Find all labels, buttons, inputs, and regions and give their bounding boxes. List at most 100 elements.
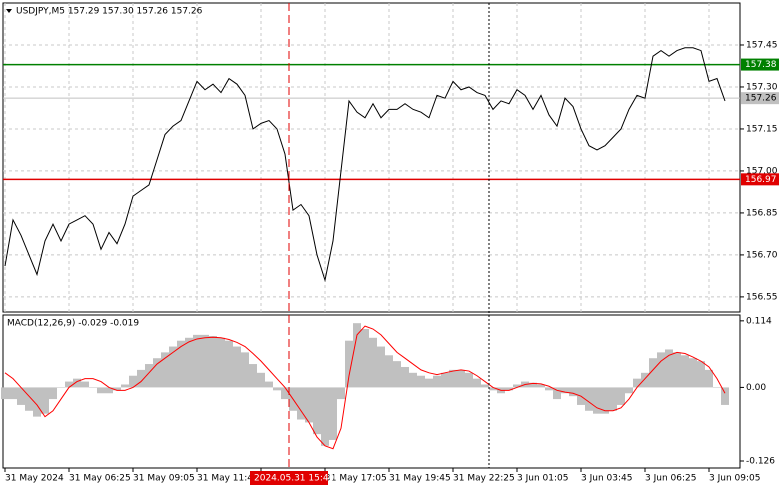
- macd-bar: [609, 387, 617, 411]
- macd-bar: [657, 352, 665, 388]
- macd-bar: [513, 384, 521, 388]
- y-tick-label: 157.45: [746, 40, 778, 50]
- macd-bar: [9, 387, 17, 400]
- chart-title: USDJPY,M5 157.29 157.30 157.26 157.26: [16, 7, 203, 17]
- macd-bar: [129, 375, 137, 388]
- cursor-label: 2024.05.31 15:40: [254, 474, 335, 484]
- x-tick-label: 3 Jun 03:45: [581, 474, 632, 484]
- macd-bar: [713, 387, 721, 388]
- macd-bar: [561, 387, 569, 394]
- macd-bar: [97, 387, 105, 394]
- macd-bar: [601, 387, 609, 414]
- price-panel: [2, 2, 741, 313]
- macd-bar: [529, 382, 537, 388]
- x-tick-label: 3 Jun 01:05: [517, 474, 568, 484]
- signal-line: [4, 325, 726, 450]
- macd-bar: [465, 372, 473, 388]
- level-label-bg: [741, 92, 779, 105]
- macd-bar: [137, 369, 145, 388]
- macd-bar: [321, 387, 329, 446]
- macd-bar: [409, 372, 417, 388]
- x-tick-label: 31 May 17:05: [325, 474, 387, 484]
- cursor-label-bg: [250, 471, 328, 485]
- macd-bar: [345, 340, 353, 388]
- macd-bar: [353, 323, 361, 388]
- x-tick-label: 3 Jun 09:05: [709, 474, 760, 484]
- price-line: [4, 47, 726, 283]
- indicator-title: MACD(12,26,9) -0.029 -0.019: [7, 319, 139, 329]
- macd-bar: [721, 387, 729, 405]
- macd-bar: [481, 384, 489, 388]
- macd-bar: [361, 329, 369, 388]
- macd-bar: [433, 375, 441, 388]
- macd-bar: [489, 387, 497, 391]
- macd-bar: [257, 372, 265, 388]
- macd-bar: [169, 346, 177, 388]
- y-tick-label: 157.00: [746, 166, 778, 176]
- macd-bar: [689, 358, 697, 388]
- macd-bar: [545, 387, 553, 391]
- macd-bar: [177, 340, 185, 388]
- macd-bar: [241, 352, 249, 388]
- macd-bar: [377, 346, 385, 388]
- macd-bar: [225, 340, 233, 388]
- macd-bar: [209, 336, 217, 388]
- macd-bar: [681, 355, 689, 388]
- macd-bar: [281, 387, 289, 400]
- macd-bar: [673, 352, 681, 388]
- y-tick-label: 157.15: [746, 124, 778, 134]
- macd-bar: [505, 387, 513, 391]
- macd-bar: [417, 375, 425, 388]
- level-label: 157.38: [745, 60, 777, 70]
- macd-bar: [201, 334, 209, 388]
- macd-bar: [697, 361, 705, 388]
- level-label: 156.97: [745, 175, 777, 185]
- x-tick-label: 31 May 22:25: [453, 474, 515, 484]
- macd-bar: [537, 384, 545, 388]
- macd-bar: [297, 387, 305, 420]
- macd-bar: [121, 384, 129, 388]
- x-tick-label: 31 May 19:45: [389, 474, 451, 484]
- macd-bar: [265, 381, 273, 388]
- macd-bar: [385, 355, 393, 388]
- level-label-bg: [741, 58, 779, 71]
- macd-bar: [313, 387, 321, 435]
- macd-bar: [113, 387, 121, 391]
- x-tick-label: 31 May 11:45: [197, 474, 259, 484]
- y-tick-label: 156.85: [746, 208, 778, 218]
- macd-bar: [153, 358, 161, 388]
- macd-bar: [425, 378, 433, 388]
- macd-bar: [49, 387, 57, 400]
- macd-bar: [41, 387, 49, 414]
- macd-bar: [193, 334, 201, 388]
- x-tick-label: 31 May 06:25: [69, 474, 131, 484]
- macd-bar: [161, 352, 169, 388]
- macd-bar: [369, 337, 377, 388]
- x-tick-label: 31 May 2024: [5, 474, 64, 484]
- macd-bar: [569, 387, 577, 397]
- x-tick-label: 3 Jun 06:25: [645, 474, 696, 484]
- macd-bar: [585, 387, 593, 411]
- level-label-bg: [741, 173, 779, 186]
- y-tick-label: 0.114: [746, 316, 772, 326]
- macd-bar: [393, 361, 401, 388]
- macd-bar: [233, 346, 241, 388]
- macd-bar: [665, 349, 673, 388]
- macd-bar: [1, 387, 9, 400]
- symbol-arrow: [6, 9, 12, 13]
- macd-bar: [593, 387, 601, 414]
- macd-bar: [705, 369, 713, 388]
- macd-bar: [553, 387, 561, 400]
- macd-bar: [457, 369, 465, 388]
- x-tick-label: 31 May 09:05: [133, 474, 195, 484]
- y-tick-label: 0.00: [746, 383, 766, 393]
- macd-bar: [81, 381, 89, 388]
- macd-bar: [89, 387, 97, 388]
- macd-bar: [337, 387, 345, 400]
- macd-bar: [185, 337, 193, 388]
- macd-bar: [305, 387, 313, 423]
- macd-bar: [57, 387, 65, 388]
- y-tick-label: -0.126: [746, 456, 775, 466]
